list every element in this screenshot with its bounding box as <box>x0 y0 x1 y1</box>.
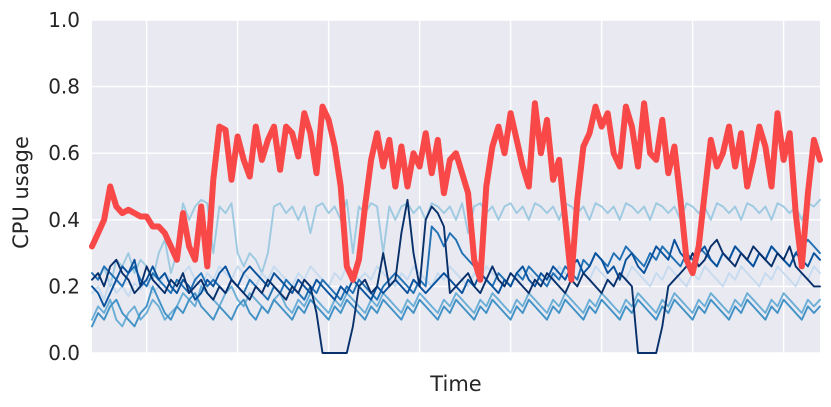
y-axis-label: CPU usage <box>9 136 33 249</box>
y-tick-label: 0.4 <box>48 208 80 232</box>
y-tick-label: 1.0 <box>48 8 80 32</box>
y-tick-labels: 0.0 0.2 0.4 0.6 0.8 1.0 <box>48 8 80 365</box>
series-line-highlight <box>89 100 823 283</box>
plot-background <box>92 20 820 353</box>
y-tick-label: 0.0 <box>48 341 80 365</box>
series-line <box>91 198 821 354</box>
x-axis-label: Time <box>429 372 481 396</box>
series-line <box>91 198 821 288</box>
series-line <box>91 285 821 328</box>
series-layer <box>89 100 823 354</box>
y-tick-label: 0.6 <box>48 141 80 165</box>
y-tick-label: 0.8 <box>48 75 80 99</box>
y-tick-label: 0.2 <box>48 274 80 298</box>
